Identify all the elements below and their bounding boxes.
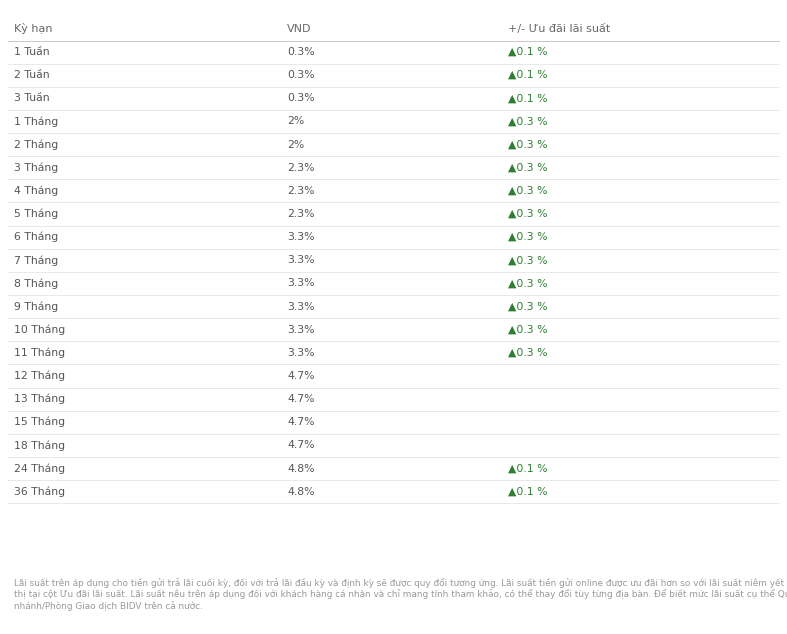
Text: Lãi suất trên áp dụng cho tiền gửi trả lãi cuối kỳ, đối với trả lãi đầu kỳ và đị: Lãi suất trên áp dụng cho tiền gửi trả l… (14, 578, 787, 588)
Text: ▲0.3 %: ▲0.3 % (508, 163, 547, 172)
Text: 36 Tháng: 36 Tháng (14, 486, 65, 497)
Text: 6 Tháng: 6 Tháng (14, 232, 58, 242)
Text: 2.3%: 2.3% (287, 209, 315, 219)
Text: 2 Tháng: 2 Tháng (14, 139, 58, 150)
Text: 5 Tháng: 5 Tháng (14, 209, 58, 219)
Text: ▲0.3 %: ▲0.3 % (508, 209, 547, 219)
Text: ▲0.3 %: ▲0.3 % (508, 186, 547, 196)
Text: 3.3%: 3.3% (287, 302, 315, 311)
Text: 0.3%: 0.3% (287, 70, 315, 80)
Text: 15 Tháng: 15 Tháng (14, 417, 65, 427)
Text: 4.7%: 4.7% (287, 417, 315, 427)
Text: 3.3%: 3.3% (287, 348, 315, 358)
Text: Kỳ hạn: Kỳ hạn (14, 23, 53, 34)
Text: 4.7%: 4.7% (287, 441, 315, 450)
Text: ▲0.3 %: ▲0.3 % (508, 325, 547, 335)
Text: 11 Tháng: 11 Tháng (14, 347, 65, 358)
Text: ▲0.3 %: ▲0.3 % (508, 278, 547, 288)
Text: 18 Tháng: 18 Tháng (14, 440, 65, 451)
Text: 2%: 2% (287, 139, 305, 150)
Text: ▲0.1 %: ▲0.1 % (508, 463, 547, 474)
Text: ▲0.1 %: ▲0.1 % (508, 93, 547, 103)
Text: 1 Tháng: 1 Tháng (14, 116, 58, 127)
Text: +/- Ưu đãi lãi suất: +/- Ưu đãi lãi suất (508, 23, 610, 34)
Text: 10 Tháng: 10 Tháng (14, 325, 65, 335)
Text: 2 Tuần: 2 Tuần (14, 70, 50, 80)
Text: VND: VND (287, 23, 312, 34)
Text: ▲0.3 %: ▲0.3 % (508, 302, 547, 311)
Text: 4.8%: 4.8% (287, 487, 315, 496)
Text: 8 Tháng: 8 Tháng (14, 278, 58, 288)
Text: 2%: 2% (287, 117, 305, 126)
Text: 4 Tháng: 4 Tháng (14, 186, 58, 196)
Text: 2.3%: 2.3% (287, 163, 315, 172)
Text: ▲0.3 %: ▲0.3 % (508, 139, 547, 150)
Text: 13 Tháng: 13 Tháng (14, 394, 65, 404)
Text: 3.3%: 3.3% (287, 278, 315, 288)
Text: ▲0.3 %: ▲0.3 % (508, 256, 547, 265)
Text: ▲0.3 %: ▲0.3 % (508, 348, 547, 358)
Text: ▲0.1 %: ▲0.1 % (508, 487, 547, 496)
Text: 1 Tuần: 1 Tuần (14, 47, 50, 57)
Text: 3.3%: 3.3% (287, 256, 315, 265)
Text: 3.3%: 3.3% (287, 232, 315, 242)
Text: 0.3%: 0.3% (287, 47, 315, 57)
Text: 3 Tuần: 3 Tuần (14, 93, 50, 103)
Text: 4.7%: 4.7% (287, 371, 315, 381)
Text: 9 Tháng: 9 Tháng (14, 301, 58, 312)
Text: 3.3%: 3.3% (287, 325, 315, 335)
Text: ▲0.3 %: ▲0.3 % (508, 117, 547, 126)
Text: 3 Tháng: 3 Tháng (14, 162, 58, 173)
Text: 12 Tháng: 12 Tháng (14, 371, 65, 381)
Text: nhánh/Phòng Giao dịch BIDV trên cả nước.: nhánh/Phòng Giao dịch BIDV trên cả nước. (14, 601, 203, 611)
Text: ▲0.1 %: ▲0.1 % (508, 47, 547, 57)
Text: ▲0.3 %: ▲0.3 % (508, 232, 547, 242)
Text: 4.7%: 4.7% (287, 394, 315, 404)
Text: 24 Tháng: 24 Tháng (14, 463, 65, 474)
Text: ▲0.1 %: ▲0.1 % (508, 70, 547, 80)
Text: 2.3%: 2.3% (287, 186, 315, 196)
Text: 0.3%: 0.3% (287, 93, 315, 103)
Text: 4.8%: 4.8% (287, 463, 315, 474)
Text: 7 Tháng: 7 Tháng (14, 255, 58, 266)
Text: thị tại cột Ưu đãi lãi suất. Lãi suất nêu trên áp dụng đối với khách hàng cá nhâ: thị tại cột Ưu đãi lãi suất. Lãi suất nê… (14, 590, 787, 600)
